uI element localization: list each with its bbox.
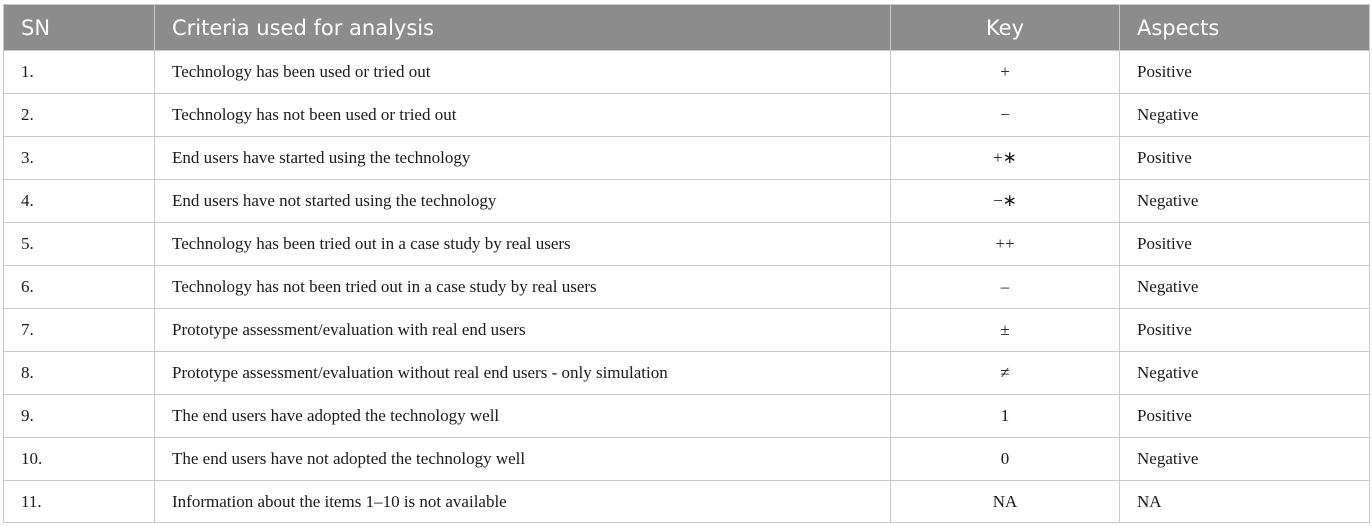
cell-sn: 2. [3, 93, 155, 137]
cell-key: 0 [890, 437, 1120, 481]
cell-sn: 8. [3, 351, 155, 395]
header-aspects: Aspects [1119, 4, 1370, 51]
cell-sn: 4. [3, 179, 155, 223]
cell-criteria: End users have not started using the tec… [154, 179, 891, 223]
table-row: 10. The end users have not adopted the t… [3, 437, 1370, 481]
table-row: 1. Technology has been used or tried out… [3, 50, 1370, 94]
table-row: 11. Information about the items 1–10 is … [3, 480, 1370, 523]
cell-key: − [890, 93, 1120, 137]
cell-key: +∗ [890, 136, 1120, 180]
cell-aspect: Negative [1119, 93, 1370, 137]
cell-aspect: Negative [1119, 265, 1370, 309]
cell-sn: 3. [3, 136, 155, 180]
table-row: 3. End users have started using the tech… [3, 136, 1370, 180]
table-body: 1. Technology has been used or tried out… [3, 50, 1370, 523]
table-row: 8. Prototype assessment/evaluation witho… [3, 351, 1370, 395]
table-row: 2. Technology has not been used or tried… [3, 93, 1370, 137]
table-row: 9. The end users have adopted the techno… [3, 394, 1370, 438]
cell-key: – [890, 265, 1120, 309]
cell-criteria: The end users have not adopted the techn… [154, 437, 891, 481]
cell-sn: 10. [3, 437, 155, 481]
cell-aspect: Negative [1119, 351, 1370, 395]
cell-criteria: Technology has not been used or tried ou… [154, 93, 891, 137]
cell-criteria: Information about the items 1–10 is not … [154, 480, 891, 523]
cell-aspect: Positive [1119, 308, 1370, 352]
cell-sn: 6. [3, 265, 155, 309]
cell-criteria: Technology has been tried out in a case … [154, 222, 891, 266]
cell-criteria: Technology has not been tried out in a c… [154, 265, 891, 309]
table-row: 6. Technology has not been tried out in … [3, 265, 1370, 309]
header-row: SN Criteria used for analysis Key Aspect… [3, 4, 1370, 51]
cell-sn: 11. [3, 480, 155, 523]
cell-aspect: Positive [1119, 136, 1370, 180]
cell-aspect: Positive [1119, 394, 1370, 438]
cell-key: ≠ [890, 351, 1120, 395]
cell-sn: 1. [3, 50, 155, 94]
cell-aspect: Positive [1119, 50, 1370, 94]
cell-aspect: Negative [1119, 437, 1370, 481]
cell-criteria: The end users have adopted the technolog… [154, 394, 891, 438]
table-row: 7. Prototype assessment/evaluation with … [3, 308, 1370, 352]
cell-sn: 5. [3, 222, 155, 266]
header-sn: SN [3, 4, 155, 51]
header-key: Key [890, 4, 1120, 51]
cell-criteria: Prototype assessment/evaluation with rea… [154, 308, 891, 352]
cell-key: ++ [890, 222, 1120, 266]
cell-criteria: End users have started using the technol… [154, 136, 891, 180]
cell-sn: 7. [3, 308, 155, 352]
cell-key: −∗ [890, 179, 1120, 223]
cell-sn: 9. [3, 394, 155, 438]
criteria-table: SN Criteria used for analysis Key Aspect… [3, 4, 1370, 523]
cell-aspect: Negative [1119, 179, 1370, 223]
cell-aspect: Positive [1119, 222, 1370, 266]
table-row: 4. End users have not started using the … [3, 179, 1370, 223]
cell-key: + [890, 50, 1120, 94]
table-row: 5. Technology has been tried out in a ca… [3, 222, 1370, 266]
cell-criteria: Technology has been used or tried out [154, 50, 891, 94]
cell-aspect: NA [1119, 480, 1370, 523]
cell-key: 1 [890, 394, 1120, 438]
cell-key: ± [890, 308, 1120, 352]
header-criteria: Criteria used for analysis [154, 4, 891, 51]
cell-criteria: Prototype assessment/evaluation without … [154, 351, 891, 395]
cell-key: NA [890, 480, 1120, 523]
table-header: SN Criteria used for analysis Key Aspect… [3, 4, 1370, 51]
